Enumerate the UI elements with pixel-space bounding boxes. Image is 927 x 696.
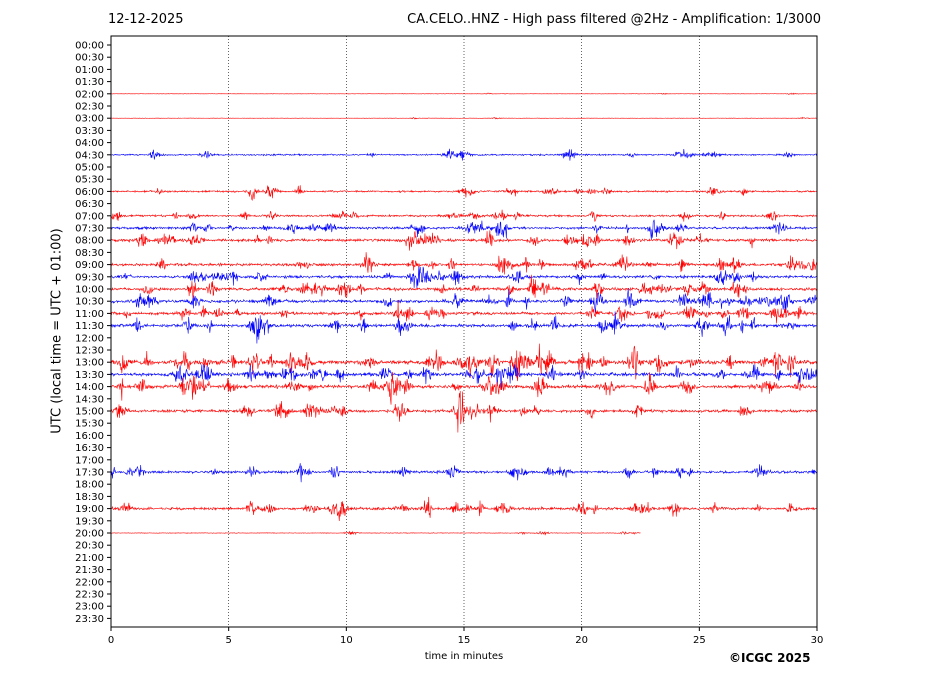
y-tick-label: 15:00 — [75, 407, 104, 418]
y-tick-label: 00:30 — [75, 53, 104, 64]
y-tick-label: 09:30 — [75, 272, 104, 283]
y-tick-label: 04:30 — [75, 150, 104, 161]
y-tick-label: 20:30 — [75, 541, 104, 552]
y-tick-label: 12:30 — [75, 346, 104, 357]
y-tick-label: 21:00 — [75, 553, 104, 564]
trace-row-1300 — [110, 343, 818, 382]
y-tick-label: 15:30 — [75, 419, 104, 430]
trace-row-1500 — [110, 390, 818, 433]
y-tick-label: 03:00 — [75, 114, 104, 125]
trace-rows — [110, 92, 818, 536]
trace-row-1330 — [110, 363, 818, 391]
x-tick-label: 5 — [225, 635, 231, 646]
trace-row-0700 — [110, 209, 818, 222]
y-tick-label: 06:30 — [75, 199, 104, 210]
y-tick-label: 21:30 — [75, 565, 104, 576]
x-tick-label: 30 — [811, 635, 824, 646]
y-tick-label: 17:30 — [75, 468, 104, 479]
trace-row-0430 — [110, 148, 818, 161]
y-tick-label: 03:30 — [75, 126, 104, 137]
vertical-grid — [228, 36, 700, 627]
trace-row-0800 — [110, 230, 818, 251]
x-tick-label: 20 — [575, 635, 588, 646]
y-tick-label: 11:00 — [75, 309, 104, 320]
trace-row-1030 — [110, 288, 818, 313]
y-tick-label: 19:30 — [75, 516, 104, 527]
trace-row-0600 — [110, 185, 818, 201]
trace-row-2000 — [110, 530, 641, 536]
y-tick-label: 23:00 — [75, 602, 104, 613]
y-tick-label: 18:30 — [75, 492, 104, 503]
x-axis-label: time in minutes — [424, 651, 504, 662]
trace-row-1900 — [110, 496, 818, 521]
y-tick-label: 04:00 — [75, 138, 104, 149]
y-tick-label: 09:00 — [75, 260, 104, 271]
y-tick-label: 13:00 — [75, 358, 104, 369]
y-tick-label: 05:00 — [75, 163, 104, 174]
y-tick-label: 18:00 — [75, 480, 104, 491]
x-tick-label: 0 — [108, 635, 114, 646]
y-tick-label: 17:00 — [75, 455, 104, 466]
y-tick-label: 16:30 — [75, 443, 104, 454]
y-tick-label: 10:30 — [75, 297, 104, 308]
y-tick-label: 06:00 — [75, 187, 104, 198]
trace-row-1730 — [110, 463, 818, 483]
trace-row-1130 — [110, 311, 818, 344]
y-tick-label: 07:30 — [75, 224, 104, 235]
y-tick-label: 01:30 — [75, 77, 104, 88]
y-tick-label: 19:00 — [75, 504, 104, 515]
chart-title: CA.CELO..HNZ - High pass filtered @2Hz -… — [407, 12, 821, 27]
y-tick-label: 14:00 — [75, 382, 104, 393]
y-tick-label: 00:00 — [75, 41, 104, 52]
y-tick-label: 02:00 — [75, 89, 104, 100]
y-tick-label: 02:30 — [75, 102, 104, 113]
y-tick-label: 16:00 — [75, 431, 104, 442]
trace-row-0200 — [110, 92, 818, 95]
trace-row-1100 — [110, 300, 818, 324]
trace-row-1400 — [110, 371, 818, 405]
x-tick-label: 15 — [458, 635, 471, 646]
y-tick-label: 14:30 — [75, 394, 104, 405]
trace-row-1000 — [110, 274, 818, 299]
copyright-credit: ©ICGC 2025 — [729, 651, 811, 665]
y-tick-label: 22:00 — [75, 577, 104, 588]
trace-row-0300 — [110, 116, 818, 120]
y-tick-label: 13:30 — [75, 370, 104, 381]
trace-row-0930 — [110, 266, 818, 289]
y-tick-label: 07:00 — [75, 211, 104, 222]
y-tick-label: 08:00 — [75, 236, 104, 247]
plot-frame — [110, 35, 818, 628]
y-tick-label: 22:30 — [75, 590, 104, 601]
x-tick-label: 25 — [693, 635, 706, 646]
y-tick-label: 12:00 — [75, 333, 104, 344]
trace-row-0900 — [110, 252, 818, 275]
y-tick-label: 08:30 — [75, 248, 104, 259]
y-tick-label: 11:30 — [75, 321, 104, 332]
x-tick-label: 10 — [340, 635, 353, 646]
trace-row-0730 — [110, 219, 818, 240]
y-tick-label: 01:00 — [75, 65, 104, 76]
y-tick-label: 10:00 — [75, 285, 104, 296]
y-tick-label: 05:30 — [75, 175, 104, 186]
y-tick-label: 20:00 — [75, 529, 104, 540]
date-label: 12-12-2025 — [108, 12, 184, 27]
y-tick-label: 23:30 — [75, 614, 104, 625]
